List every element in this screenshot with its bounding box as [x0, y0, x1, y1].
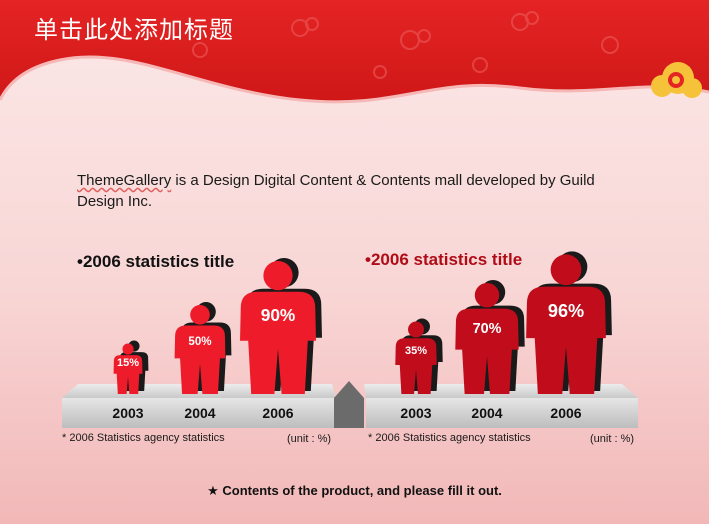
- chart-left-platform: [62, 384, 336, 428]
- divider-arrow-icon: [334, 381, 364, 428]
- chart-right-category-label-2006: 2006: [550, 405, 581, 421]
- intro-paragraph: ThemeGallery is a Design Digital Content…: [77, 170, 617, 212]
- chart-left-unit: (unit : %): [287, 433, 332, 445]
- chart-right-category-label-2003: 2003: [400, 405, 431, 421]
- chart-left-value-label-2006: 90%: [261, 305, 296, 325]
- chart-left-value-label-2004: 50%: [188, 336, 211, 348]
- chart-right-value-label-2003: 35%: [405, 345, 427, 357]
- chart-right-value-label-2004: 70%: [473, 321, 502, 337]
- header-banner: [0, 0, 709, 104]
- chart-left-value-label-2003: 15%: [117, 357, 139, 369]
- chart-left-category-label-2003: 2003: [112, 405, 143, 421]
- chart-right-value-label-2006: 96%: [548, 301, 584, 321]
- person-figure-icon: [240, 291, 316, 394]
- chart-left-figure-2006: 90%: [240, 258, 322, 394]
- chart-right-figure-2004: 70%: [455, 280, 525, 394]
- person-figure-icon: [174, 325, 226, 394]
- person-figure-icon: [113, 355, 143, 394]
- footer-note: ★ Contents of the product, and please fi…: [0, 483, 709, 499]
- person-figure-head-icon: [122, 343, 134, 355]
- brand-name: ThemeGallery: [77, 172, 172, 189]
- chart-left-category-label-2006: 2006: [262, 405, 293, 421]
- star-icon: ★: [207, 483, 219, 498]
- person-figure-head-icon: [408, 321, 424, 338]
- person-figure-icon: [455, 308, 519, 394]
- chart-left-category-label-2004: 2004: [184, 405, 215, 421]
- chart-left-figure-2004: 50%: [174, 302, 232, 394]
- chart-left-footnote: * 2006 Statistics agency statistics: [62, 432, 225, 444]
- intro-text: is a Design Digital Content & Contents m…: [77, 172, 595, 210]
- chart-left-title: •2006 statistics title: [77, 252, 235, 271]
- chart-right-figure-2006: 96%: [526, 251, 612, 394]
- chart-right-title: •2006 statistics title: [365, 250, 523, 269]
- person-figure-head-icon: [263, 261, 293, 291]
- cloud-pattern-icon: [192, 11, 619, 79]
- footer-text: Contents of the product, and please fill…: [222, 483, 502, 498]
- slide-title[interactable]: 单击此处添加标题: [34, 16, 234, 44]
- chart-right-footnote: * 2006 Statistics agency statistics: [368, 432, 531, 444]
- person-figure-head-icon: [474, 283, 500, 308]
- person-figure-head-icon: [190, 305, 210, 325]
- chart-right-figure-2003: 35%: [395, 318, 443, 394]
- chart-right-category-label-2004: 2004: [471, 405, 502, 421]
- person-figure-head-icon: [550, 254, 582, 286]
- person-figure-icon: [526, 286, 606, 394]
- person-figure-icon: [395, 338, 437, 394]
- chart-left-figure-2003: 15%: [113, 340, 149, 394]
- chart-right-unit: (unit : %): [590, 433, 635, 445]
- golden-cloud-icon: [651, 62, 702, 98]
